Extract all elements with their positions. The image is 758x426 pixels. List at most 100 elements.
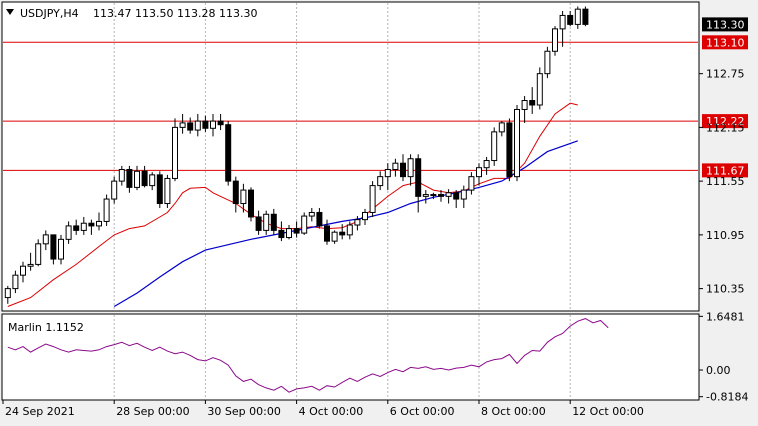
candle-bull	[263, 213, 270, 231]
level-price-label: 113.10	[706, 36, 745, 49]
candle-bear	[141, 170, 148, 187]
symbol-label: USDJPY,H4	[20, 7, 79, 20]
candle-bear	[316, 211, 323, 227]
time-tick-label: 12 Oct 00:00	[572, 405, 644, 418]
candle-bull	[179, 122, 186, 128]
candle-bull	[476, 167, 482, 178]
indicator-tick-label: -0.8184	[706, 391, 748, 404]
price-axis: 112.75 112.15 111.55 110.95 110.35 113.30 1.64…	[699, 17, 748, 404]
candle-bear	[202, 120, 209, 129]
candle-bull	[20, 265, 26, 276]
candle-bull	[65, 225, 72, 240]
time-tick-label: 6 Oct 00:00	[390, 405, 455, 418]
price-tick-label: 112.15	[706, 121, 745, 134]
level-price-tag	[702, 35, 748, 50]
level-price-label: 111.67	[706, 164, 745, 177]
level-price-tag	[702, 114, 748, 129]
candle-bull	[377, 176, 384, 187]
candle-bear	[270, 213, 277, 231]
price-panel	[1, 1, 700, 312]
candle-bull	[111, 180, 118, 200]
candle-bull	[514, 108, 520, 178]
candle-bull	[392, 162, 399, 170]
candle-bear	[255, 216, 262, 231]
candle-bull	[362, 211, 368, 221]
candle-bull	[331, 231, 338, 242]
candle-bear	[339, 231, 346, 236]
horizontal-levels[interactable]: 113.10 112.22 111.67	[3, 35, 748, 178]
time-tick-label: 4 Oct 00:00	[299, 405, 364, 418]
candle-bull	[210, 120, 216, 129]
candles	[4, 6, 589, 304]
price-tick-label: 111.55	[706, 175, 745, 188]
price-tick-label: 110.95	[706, 229, 745, 242]
candle-bull	[483, 160, 490, 169]
candle-bear	[400, 162, 406, 178]
marlin-line	[7, 318, 609, 393]
time-axis: 24 Sep 2021 28 Sep 00:00 30 Sep 00:00 4 Oct…	[2, 400, 644, 418]
time-tick-label: 28 Sep 00:00	[116, 405, 189, 418]
time-tick-label: 8 Oct 00:00	[481, 405, 546, 418]
candle-bull	[172, 126, 178, 179]
candle-bull	[12, 274, 19, 290]
candle-bull	[35, 243, 42, 265]
candle-bull	[574, 8, 581, 25]
indicator-tick-label: 0.00	[706, 364, 731, 377]
candle-bull	[422, 194, 429, 197]
candle-bull	[407, 158, 414, 178]
dropdown-arrow-icon[interactable]	[6, 9, 14, 15]
last-price-label: 113.30	[706, 18, 745, 31]
candle-bear	[126, 168, 133, 188]
candle-bull	[491, 131, 498, 162]
candle-bear	[506, 122, 513, 178]
candle-bear	[217, 120, 224, 126]
candle-bull	[559, 14, 566, 30]
candle-bull	[354, 219, 361, 226]
candle-bull	[118, 168, 125, 182]
level-price-tag	[702, 163, 748, 178]
last-price-tag	[702, 17, 748, 32]
candle-bear	[187, 122, 194, 131]
candle-bear	[88, 222, 95, 227]
time-tick-label: 30 Sep 00:00	[207, 405, 280, 418]
candle-bear	[225, 124, 232, 182]
candle-bull	[96, 220, 102, 227]
ma-slow-line	[113, 140, 579, 308]
grid-lines	[113, 3, 571, 399]
candle-bear	[453, 192, 460, 200]
candle-bull	[521, 100, 528, 110]
candle-bear	[438, 194, 444, 197]
candle-bear	[567, 14, 574, 25]
candle-bull	[286, 228, 292, 239]
candle-bear	[415, 158, 422, 197]
candle-bull	[134, 170, 140, 188]
indicator-panel	[1, 313, 700, 401]
candle-bear	[278, 229, 285, 239]
candle-bear	[232, 180, 239, 205]
marlin-indicator	[7, 318, 609, 393]
candle-bull	[308, 211, 315, 217]
candle-bull	[149, 174, 156, 187]
ohlc-header: 113.47 113.50 113.28 113.30	[93, 7, 257, 20]
candle-bull	[58, 238, 64, 260]
price-tick-label: 110.35	[706, 283, 745, 296]
candle-bull	[498, 122, 505, 133]
time-tick-label: 24 Sep 2021	[5, 405, 75, 418]
candle-bear	[529, 100, 536, 106]
price-tick-label: 112.75	[706, 68, 745, 81]
candle-bull	[346, 224, 353, 236]
level-price-label: 112.22	[706, 115, 745, 128]
candle-bull	[536, 73, 543, 106]
candle-bear	[248, 189, 254, 218]
candle-bull	[80, 222, 87, 231]
candle-bull	[544, 50, 551, 75]
candle-bull	[42, 234, 49, 245]
candle-bull	[468, 176, 475, 191]
indicator-tick-label: 1.6481	[706, 310, 745, 323]
candle-bear	[582, 8, 589, 25]
candle-bull	[445, 192, 452, 197]
candle-bull	[430, 194, 437, 197]
candle-bull	[552, 28, 558, 52]
